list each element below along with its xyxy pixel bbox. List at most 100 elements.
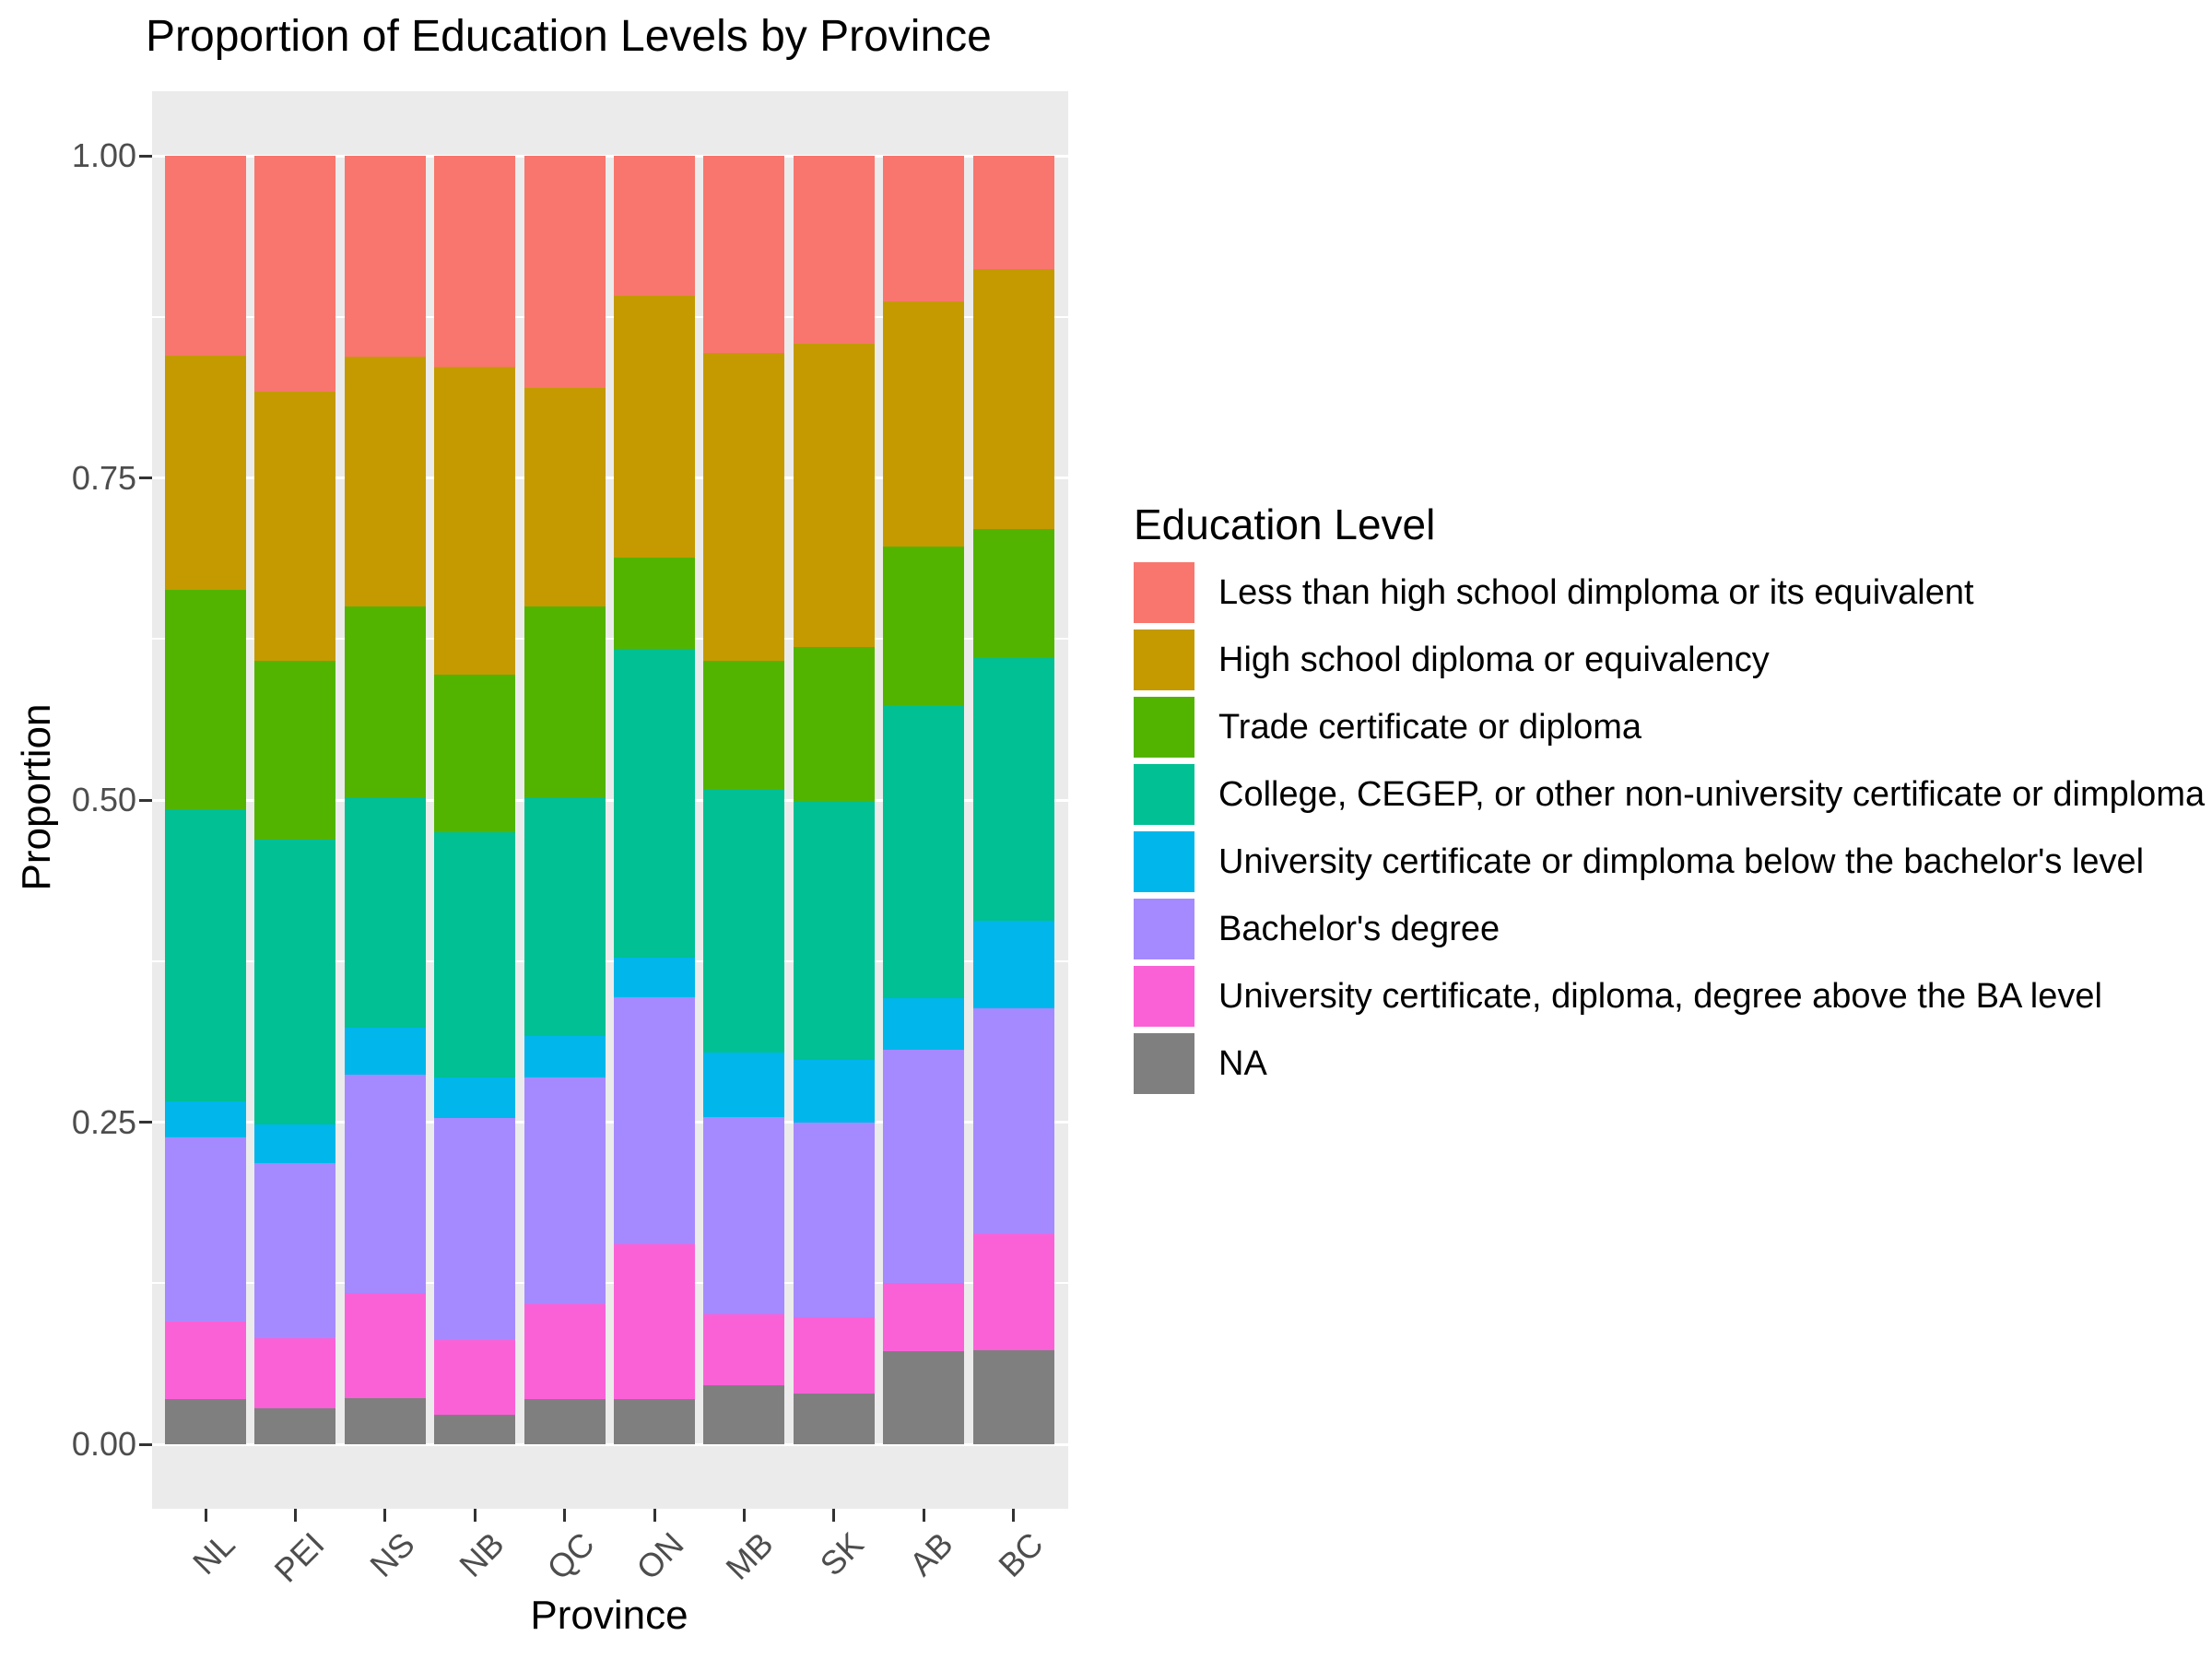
- bar-segment: [524, 797, 606, 1036]
- legend-label: High school diploma or equivalency: [1218, 640, 1770, 679]
- bar-segment: [703, 1053, 785, 1117]
- legend-swatch: [1134, 697, 1194, 758]
- bar-segment: [165, 1137, 246, 1322]
- y-tick-mark: [139, 1442, 152, 1446]
- bar-segment: [793, 1060, 875, 1123]
- legend: Education Level Less than high school di…: [1134, 500, 2205, 1100]
- bar-segment: [883, 706, 965, 998]
- gridline-minor: [152, 638, 1068, 641]
- bar-SK: [793, 156, 875, 1444]
- y-tick-mark: [139, 1121, 152, 1124]
- legend-item: University certificate or dimploma below…: [1134, 831, 2205, 892]
- legend-label: NA: [1218, 1043, 1267, 1083]
- x-tick-label: SK: [812, 1524, 871, 1583]
- bar-segment: [344, 606, 426, 797]
- bar-segment: [972, 156, 1054, 269]
- bar-segment: [972, 269, 1054, 529]
- x-tick-label: NB: [452, 1524, 512, 1584]
- bar-segment: [524, 388, 606, 606]
- bar-segment: [344, 357, 426, 606]
- bar-segment: [524, 1304, 606, 1399]
- bar-segment: [793, 1394, 875, 1444]
- x-tick-label: MB: [718, 1524, 781, 1587]
- legend-title: Education Level: [1134, 500, 1436, 548]
- legend-swatch: [1134, 1033, 1194, 1094]
- gridline-major: [152, 154, 1068, 158]
- x-tick-label: AB: [901, 1524, 960, 1583]
- bar-segment: [434, 1077, 516, 1118]
- bar-segment: [703, 661, 785, 790]
- bar-segment: [524, 1036, 606, 1077]
- bar-segment: [972, 921, 1054, 1008]
- gridline-minor: [152, 1282, 1068, 1285]
- bar-segment: [434, 832, 516, 1077]
- x-tick-label: QC: [539, 1524, 602, 1587]
- gridline-major: [152, 1121, 1068, 1124]
- x-tick-mark: [473, 1509, 477, 1522]
- gridline-minor: [152, 959, 1068, 962]
- bar-segment: [344, 797, 426, 1028]
- bar-ON: [614, 156, 695, 1444]
- bar-segment: [614, 156, 695, 296]
- y-tick-label: 0.75: [71, 458, 136, 497]
- legend-label: University certificate or dimploma below…: [1218, 841, 2145, 881]
- bar-segment: [165, 809, 246, 1101]
- bar-segment: [703, 790, 785, 1053]
- bar-segment: [972, 1234, 1054, 1350]
- legend-swatch: [1134, 629, 1194, 690]
- legend-item: NA: [1134, 1033, 2205, 1094]
- x-tick-label: NL: [185, 1524, 242, 1583]
- bar-NB: [434, 156, 516, 1444]
- bar-segment: [703, 1314, 785, 1385]
- bar-segment: [254, 1338, 336, 1408]
- bar-segment: [703, 1117, 785, 1314]
- bar-segment: [614, 997, 695, 1244]
- bar-segment: [703, 156, 785, 353]
- y-tick-mark: [139, 798, 152, 802]
- bar-MB: [703, 156, 785, 1444]
- bar-segment: [793, 344, 875, 647]
- legend-swatch: [1134, 966, 1194, 1027]
- bar-segment: [883, 1050, 965, 1283]
- x-tick-label: ON: [629, 1524, 691, 1587]
- legend-label: Trade certificate or diploma: [1218, 707, 1642, 747]
- legend-label: Less than high school dimploma or its eq…: [1218, 572, 1974, 612]
- x-tick-mark: [653, 1509, 656, 1522]
- bar-segment: [165, 156, 246, 356]
- x-tick-label: BC: [990, 1524, 1051, 1584]
- chart-title: Proportion of Education Levels by Provin…: [146, 12, 992, 61]
- x-tick-mark: [1012, 1509, 1016, 1522]
- bar-segment: [254, 156, 336, 392]
- bar-segment: [165, 1322, 246, 1399]
- bar-segment: [434, 1340, 516, 1415]
- legend-swatch: [1134, 899, 1194, 959]
- bar-segment: [972, 658, 1054, 921]
- bar-segment: [254, 1163, 336, 1338]
- gridline-minor: [152, 315, 1068, 318]
- bar-segment: [434, 156, 516, 367]
- bar-segment: [344, 1075, 426, 1293]
- x-tick-mark: [293, 1509, 297, 1522]
- bar-segment: [165, 1101, 246, 1137]
- bar-segment: [614, 296, 695, 558]
- bar-segment: [614, 649, 695, 958]
- bar-segment: [972, 529, 1054, 658]
- bar-segment: [254, 661, 336, 840]
- bar-segment: [793, 647, 875, 801]
- bar-segment: [614, 958, 695, 997]
- bar-segment: [614, 1244, 695, 1399]
- bar-segment: [344, 1028, 426, 1075]
- bar-segment: [614, 558, 695, 649]
- bar-segment: [165, 1399, 246, 1444]
- x-tick-label: NS: [362, 1524, 422, 1584]
- bar-segment: [524, 156, 606, 388]
- x-tick-mark: [742, 1509, 746, 1522]
- bar-segment: [344, 1293, 426, 1398]
- gridline-major: [152, 477, 1068, 479]
- bar-NL: [165, 156, 246, 1444]
- bar-segment: [434, 367, 516, 675]
- bar-segment: [883, 998, 965, 1050]
- bar-segment: [703, 1385, 785, 1444]
- y-tick-label: 1.00: [71, 136, 136, 174]
